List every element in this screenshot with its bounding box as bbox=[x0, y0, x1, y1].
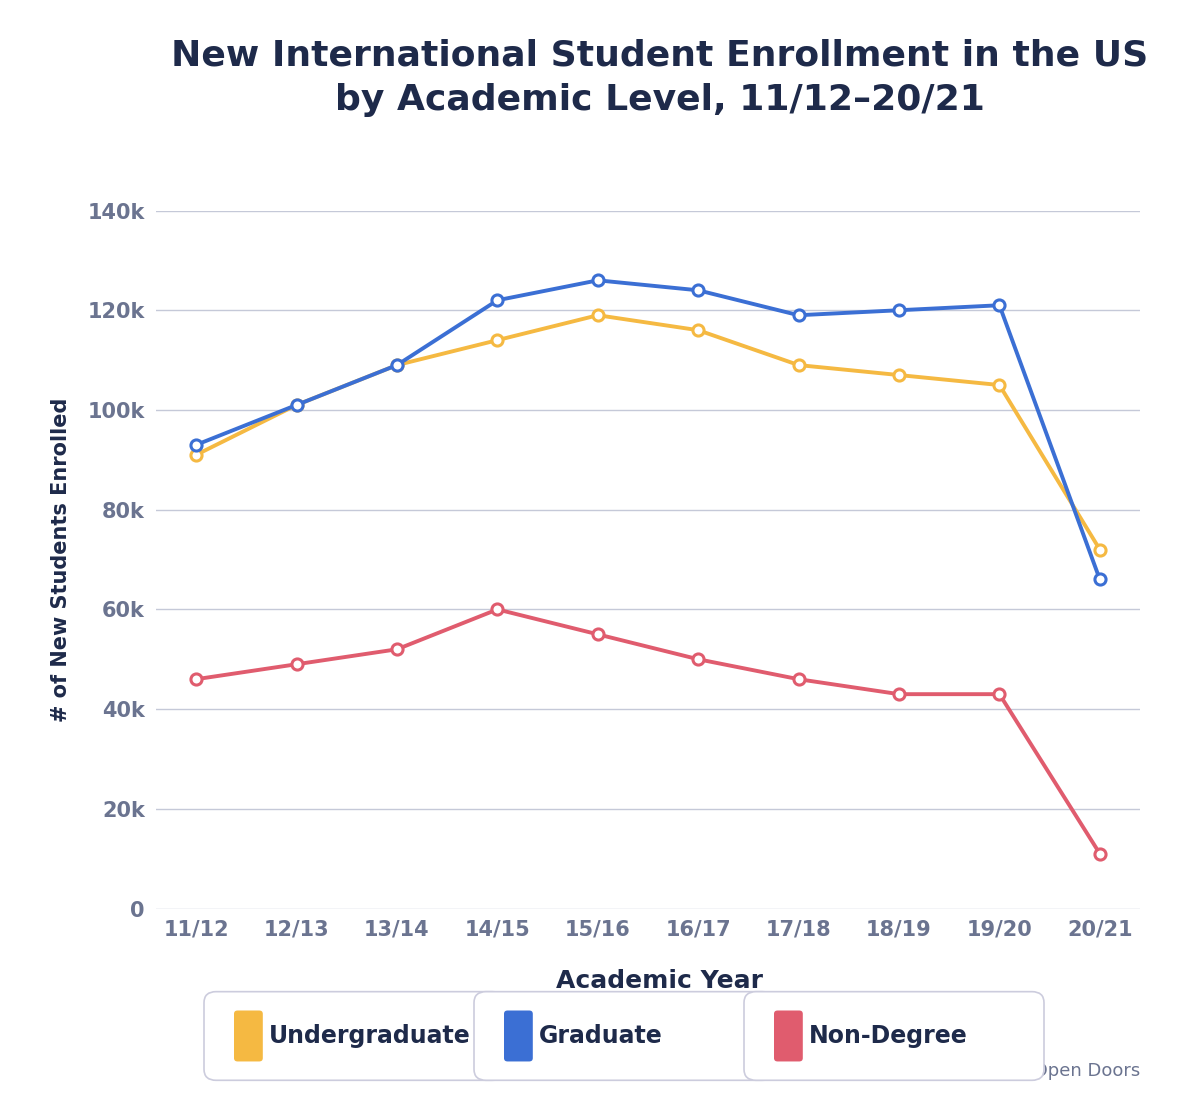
Text: New International Student Enrollment in the US
by Academic Level, 11/12–20/21: New International Student Enrollment in … bbox=[172, 38, 1148, 117]
Line: Non-Degree: Non-Degree bbox=[191, 604, 1105, 860]
Line: Undergraduate: Undergraduate bbox=[191, 309, 1105, 555]
Graduate bbox=[892, 304, 906, 317]
Undergraduate bbox=[691, 324, 706, 337]
Text: Source: IIE/Open Doors: Source: IIE/Open Doors bbox=[931, 1063, 1140, 1080]
Text: Graduate: Graduate bbox=[539, 1024, 662, 1048]
Text: Academic Year: Academic Year bbox=[557, 968, 763, 993]
Undergraduate bbox=[792, 359, 806, 372]
Undergraduate bbox=[892, 368, 906, 381]
Undergraduate bbox=[188, 449, 203, 462]
Undergraduate bbox=[992, 378, 1007, 391]
Undergraduate bbox=[289, 398, 304, 411]
Non-Degree bbox=[992, 687, 1007, 701]
Graduate bbox=[792, 309, 806, 322]
Line: Graduate: Graduate bbox=[191, 275, 1105, 585]
Non-Degree bbox=[188, 673, 203, 686]
Y-axis label: # of New Students Enrolled: # of New Students Enrolled bbox=[50, 398, 71, 721]
Undergraduate bbox=[490, 334, 504, 347]
Graduate bbox=[992, 298, 1007, 311]
Non-Degree bbox=[490, 603, 504, 616]
Graduate bbox=[1093, 573, 1108, 586]
Undergraduate bbox=[390, 359, 404, 372]
Non-Degree bbox=[590, 627, 605, 640]
Undergraduate bbox=[590, 309, 605, 322]
Graduate bbox=[390, 359, 404, 372]
Non-Degree bbox=[691, 653, 706, 666]
Graduate bbox=[490, 294, 504, 307]
Non-Degree bbox=[289, 657, 304, 670]
Text: Undergraduate: Undergraduate bbox=[269, 1024, 470, 1048]
Non-Degree bbox=[1093, 847, 1108, 860]
Graduate bbox=[188, 439, 203, 452]
Graduate bbox=[289, 398, 304, 411]
Non-Degree bbox=[892, 687, 906, 701]
Non-Degree bbox=[390, 643, 404, 656]
Text: Non-Degree: Non-Degree bbox=[809, 1024, 967, 1048]
Non-Degree bbox=[792, 673, 806, 686]
Undergraduate bbox=[1093, 543, 1108, 556]
Graduate bbox=[590, 274, 605, 287]
Graduate bbox=[691, 284, 706, 297]
